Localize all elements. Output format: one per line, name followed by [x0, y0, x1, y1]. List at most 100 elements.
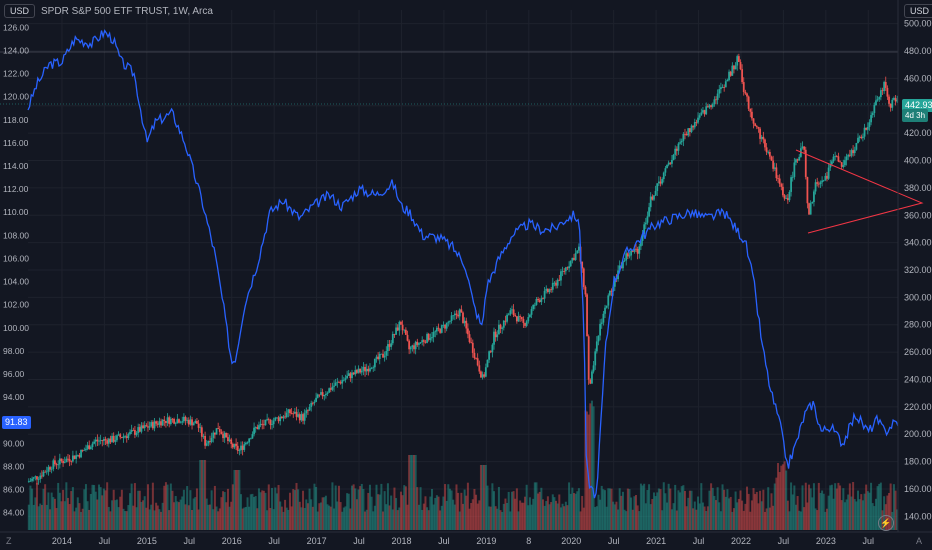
- volume-bar: [313, 483, 316, 530]
- candle-body: [153, 421, 156, 429]
- volume-bar: [812, 483, 815, 530]
- volume-bar: [346, 493, 349, 530]
- left-tick-label: 102.00: [3, 300, 29, 310]
- candle-body: [452, 315, 455, 317]
- candle-body: [609, 290, 611, 296]
- currency-left-chip[interactable]: USD: [4, 4, 36, 18]
- candle-body: [716, 93, 719, 100]
- volume-bar: [83, 489, 86, 530]
- candle-body: [729, 71, 732, 76]
- volume-bar: [852, 482, 855, 530]
- candle-body: [881, 90, 884, 92]
- volume-bar: [732, 508, 735, 530]
- candle-body: [569, 260, 572, 267]
- volume-bar: [357, 489, 360, 530]
- candle-body: [671, 159, 673, 164]
- candle-body: [236, 445, 239, 451]
- candle-body: [400, 321, 402, 325]
- volume-bar: [210, 490, 213, 530]
- volume-bar: [497, 486, 500, 530]
- right-tick-label: 300.00: [904, 292, 932, 302]
- volume-bar: [380, 483, 383, 530]
- candle-body: [354, 370, 357, 375]
- candle-body: [210, 437, 213, 442]
- candle-body: [857, 137, 859, 144]
- volume-bar: [556, 503, 559, 530]
- volume-bar: [809, 488, 812, 530]
- candle-body: [747, 96, 750, 109]
- volume-bar: [184, 504, 187, 530]
- volume-bar: [860, 494, 863, 530]
- candle-body: [783, 195, 786, 199]
- triangle-drawing[interactable]: [795, 149, 924, 234]
- volume-bar: [840, 500, 843, 530]
- volume-bar: [504, 498, 507, 530]
- candle-body: [165, 420, 167, 424]
- right-price-axis[interactable]: 500.00480.00460.00440.00420.00400.00380.…: [904, 19, 932, 522]
- candle-body: [809, 203, 812, 215]
- volume-bar: [617, 509, 620, 530]
- candle-body: [586, 294, 588, 337]
- volume-bar: [796, 496, 799, 530]
- candle-body: [369, 368, 371, 372]
- volume-bar: [654, 496, 657, 530]
- volume-bar: [71, 487, 74, 530]
- candle-body: [40, 475, 43, 477]
- volume-bar: [871, 503, 874, 530]
- volume-bar: [362, 488, 365, 530]
- symbol-title[interactable]: SPDR S&P 500 ETF TRUST, 1W, Arca: [41, 5, 213, 17]
- auto-scale-left-icon[interactable]: Z: [6, 536, 12, 546]
- volume-bar: [646, 490, 649, 530]
- volume-bar: [429, 496, 432, 530]
- candle-body: [803, 146, 806, 150]
- volume-bar: [311, 506, 314, 530]
- time-axis[interactable]: 2014 Jul 2015 Jul 2016 Jul 2017 Jul 2018 Jul 2019 8…: [52, 536, 874, 546]
- candle-body: [760, 136, 763, 139]
- left-tick-label: 96.00: [3, 369, 25, 379]
- currency-right-chip[interactable]: USD: [904, 4, 932, 18]
- candle-body: [724, 81, 727, 88]
- left-price-axis[interactable]: 126.00 124.00 122.00 120.00 118.00 116.00 114.…: [3, 22, 29, 517]
- candle-body: [178, 419, 180, 423]
- volume-bar: [752, 488, 755, 530]
- candle-body: [182, 416, 185, 422]
- candle-body: [533, 304, 536, 306]
- volume-bar: [256, 508, 259, 530]
- candle-body: [218, 429, 221, 432]
- volume-bar: [540, 487, 543, 530]
- volume-bar: [509, 511, 512, 530]
- volume-bar: [233, 470, 236, 530]
- candle-body: [331, 386, 334, 390]
- auto-scale-right-icon[interactable]: A: [916, 536, 923, 546]
- volume-bar: [42, 488, 45, 530]
- volume-bar: [829, 485, 832, 530]
- candle-body: [496, 334, 499, 338]
- candle-body: [166, 417, 169, 424]
- candle-body: [378, 353, 381, 360]
- volume-bar: [873, 506, 876, 530]
- countdown-label: 4d 3h: [902, 109, 929, 122]
- volume-bar: [280, 506, 283, 530]
- volume-bar: [76, 497, 79, 530]
- candle-body: [39, 475, 42, 480]
- time-tick-label: 2018: [391, 536, 411, 546]
- lightning-icon[interactable]: ⚡: [878, 515, 894, 531]
- volume-bar: [755, 491, 758, 530]
- candle-body: [349, 373, 352, 379]
- time-tick-label: Jul: [353, 536, 365, 546]
- candle-body: [99, 440, 102, 442]
- candle-body: [813, 191, 815, 203]
- candle-body: [145, 425, 148, 427]
- candle-body: [60, 458, 63, 461]
- volume-bar: [788, 511, 791, 530]
- volume-bar: [409, 455, 412, 530]
- volume-bar: [364, 511, 367, 530]
- candle-body: [829, 164, 832, 168]
- volume-bar: [708, 490, 711, 530]
- candle-body: [795, 159, 797, 163]
- volume-bar: [759, 490, 762, 530]
- candle-body: [656, 183, 659, 191]
- candle-body: [295, 411, 298, 417]
- volume-bar: [674, 484, 677, 530]
